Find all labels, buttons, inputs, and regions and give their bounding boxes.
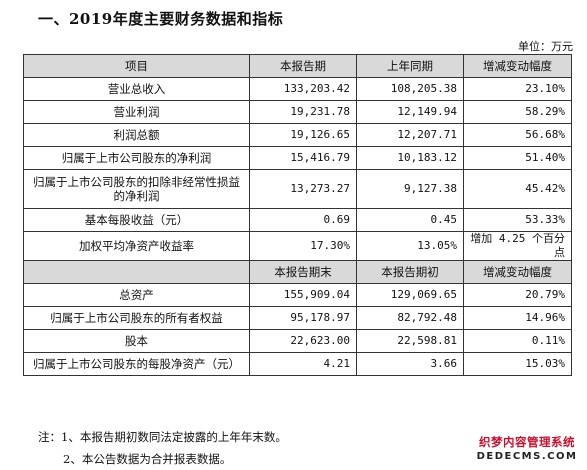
row-item-label: 总资产 (23, 283, 250, 307)
row-item-label: 营业总收入 (23, 77, 250, 101)
row-item-label: 股本 (23, 329, 250, 353)
table-header-row: 本报告期末 本报告期初 增减变动幅度 (23, 260, 572, 284)
table-row: 总资产 155,909.04 129,069.65 20.79% (23, 283, 572, 307)
row-item-label: 归属于上市公司股东的扣除非经常性损益的净利润 (23, 169, 250, 209)
row-previous-value: 22,598.81 (356, 329, 464, 353)
header-cell: 本报告期末 (249, 260, 357, 284)
table-row: 营业利润 19,231.78 12,149.94 58.29% (23, 100, 572, 124)
note-1: 注：1、本报告期初数同法定披露的上年年末数。 (38, 430, 287, 444)
row-previous-value: 12,207.71 (356, 123, 464, 147)
row-previous-value: 0.45 (356, 208, 464, 232)
table-row: 归属于上市公司股东的每股净资产（元） 4.21 3.66 15.03% (23, 352, 572, 376)
table-row: 营业总收入 133,203.42 108,205.38 23.10% (23, 77, 572, 101)
row-previous-value: 13.05% (356, 231, 464, 261)
table-row: 加权平均净资产收益率 17.30% 13.05% 增加 4.25 个百分点 (23, 231, 572, 261)
row-change-value: 51.40% (463, 146, 572, 170)
row-previous-value: 9,127.38 (356, 169, 464, 209)
row-previous-value: 3.66 (356, 352, 464, 376)
row-current-value: 13,273.27 (249, 169, 357, 209)
row-current-value: 17.30% (249, 231, 357, 261)
watermark-line1: 织梦内容管理系统 (479, 435, 575, 449)
header-cell: 上年同期 (356, 54, 464, 78)
row-previous-value: 82,792.48 (356, 306, 464, 330)
row-change-value: 0.11% (463, 329, 572, 353)
watermark-logo: 织梦内容管理系统 DEDECMS.COM (471, 434, 583, 466)
row-change-value: 15.03% (463, 352, 572, 376)
table-row: 利润总额 19,126.65 12,207.71 56.68% (23, 123, 572, 147)
financial-table: 项目 本报告期 上年同期 增减变动幅度 营业总收入 133,203.42 108,205.3… (23, 54, 572, 376)
table-row: 归属于上市公司股东的扣除非经常性损益的净利润 13,273.27 9,127.38 4… (23, 169, 572, 209)
row-previous-value: 12,149.94 (356, 100, 464, 124)
row-change-value: 53.33% (463, 208, 572, 232)
row-previous-value: 108,205.38 (356, 77, 464, 101)
row-current-value: 19,126.65 (249, 123, 357, 147)
row-item-label: 归属于上市公司股东的每股净资产（元） (23, 352, 250, 376)
row-change-value: 14.96% (463, 306, 572, 330)
row-current-value: 95,178.97 (249, 306, 357, 330)
table-row: 股本 22,623.00 22,598.81 0.11% (23, 329, 572, 353)
note-2: 2、本公告数据为合并报表数据。 (63, 452, 232, 466)
page-title: 一、2019年度主要财务数据和指标 (38, 10, 284, 28)
row-previous-value: 129,069.65 (356, 283, 464, 307)
row-item-label: 营业利润 (23, 100, 250, 124)
row-current-value: 22,623.00 (249, 329, 357, 353)
unit-label: 单位：万元 (518, 40, 573, 53)
row-item-label: 利润总额 (23, 123, 250, 147)
table-row: 归属于上市公司股东的净利润 15,416.79 10,183.12 51.40% (23, 146, 572, 170)
row-change-value: 58.29% (463, 100, 572, 124)
row-change-value: 23.10% (463, 77, 572, 101)
row-change-value: 45.42% (463, 169, 572, 209)
row-item-label: 加权平均净资产收益率 (23, 231, 250, 261)
row-current-value: 155,909.04 (249, 283, 357, 307)
row-change-value: 20.79% (463, 283, 572, 307)
header-cell: 本报告期初 (356, 260, 464, 284)
header-cell: 项目 (23, 54, 250, 78)
row-current-value: 133,203.42 (249, 77, 357, 101)
row-current-value: 15,416.79 (249, 146, 357, 170)
header-cell-blank (23, 260, 250, 284)
row-change-value: 56.68% (463, 123, 572, 147)
table-row: 归属于上市公司股东的所有者权益 95,178.97 82,792.48 14.96% (23, 306, 572, 330)
watermark-line2: DEDECMS.COM (476, 451, 578, 462)
header-cell: 增减变动幅度 (463, 260, 572, 284)
table-header-row: 项目 本报告期 上年同期 增减变动幅度 (23, 54, 572, 78)
notes: 注：1、本报告期初数同法定披露的上年年末数。 2、本公告数据为合并报表数据。 (38, 426, 287, 470)
row-current-value: 4.21 (249, 352, 357, 376)
row-previous-value: 10,183.12 (356, 146, 464, 170)
row-change-value: 增加 4.25 个百分点 (463, 231, 572, 261)
row-item-label: 归属于上市公司股东的所有者权益 (23, 306, 250, 330)
row-item-label: 基本每股收益（元） (23, 208, 250, 232)
row-current-value: 19,231.78 (249, 100, 357, 124)
table-row: 基本每股收益（元） 0.69 0.45 53.33% (23, 208, 572, 232)
row-current-value: 0.69 (249, 208, 357, 232)
header-cell: 本报告期 (249, 54, 357, 78)
row-item-label: 归属于上市公司股东的净利润 (23, 146, 250, 170)
header-cell: 增减变动幅度 (463, 54, 572, 78)
